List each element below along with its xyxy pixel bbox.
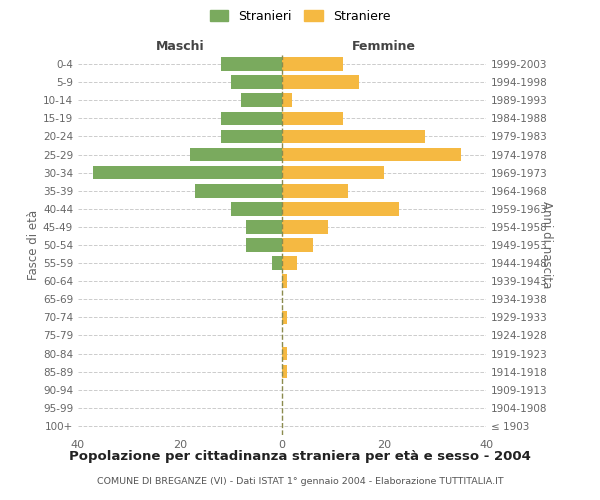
Bar bbox=[282, 148, 461, 162]
Bar bbox=[282, 220, 328, 234]
Text: COMUNE DI BREGANZE (VI) - Dati ISTAT 1° gennaio 2004 - Elaborazione TUTTITALIA.I: COMUNE DI BREGANZE (VI) - Dati ISTAT 1° … bbox=[97, 478, 503, 486]
Bar bbox=[282, 238, 313, 252]
Bar bbox=[282, 256, 298, 270]
Bar bbox=[247, 238, 282, 252]
Bar bbox=[282, 112, 343, 125]
Bar bbox=[221, 58, 282, 71]
Bar bbox=[282, 130, 425, 143]
Bar bbox=[282, 184, 349, 198]
Legend: Stranieri, Straniere: Stranieri, Straniere bbox=[206, 6, 394, 26]
Bar bbox=[282, 274, 287, 288]
Y-axis label: Fasce di età: Fasce di età bbox=[27, 210, 40, 280]
Text: Popolazione per cittadinanza straniera per età e sesso - 2004: Popolazione per cittadinanza straniera p… bbox=[69, 450, 531, 463]
Bar bbox=[247, 220, 282, 234]
Text: Femmine: Femmine bbox=[352, 40, 416, 52]
Bar bbox=[282, 365, 287, 378]
Bar bbox=[282, 310, 287, 324]
Bar bbox=[241, 94, 282, 107]
Bar bbox=[282, 76, 359, 89]
Bar bbox=[221, 112, 282, 125]
Bar bbox=[221, 130, 282, 143]
Bar bbox=[282, 58, 343, 71]
Bar bbox=[231, 76, 282, 89]
Bar bbox=[282, 94, 292, 107]
Bar bbox=[196, 184, 282, 198]
Text: Maschi: Maschi bbox=[155, 40, 205, 52]
Bar bbox=[231, 202, 282, 215]
Bar bbox=[282, 347, 287, 360]
Bar bbox=[282, 166, 384, 179]
Y-axis label: Anni di nascita: Anni di nascita bbox=[540, 202, 553, 288]
Bar bbox=[94, 166, 282, 179]
Bar bbox=[282, 202, 400, 215]
Bar bbox=[272, 256, 282, 270]
Bar bbox=[190, 148, 282, 162]
